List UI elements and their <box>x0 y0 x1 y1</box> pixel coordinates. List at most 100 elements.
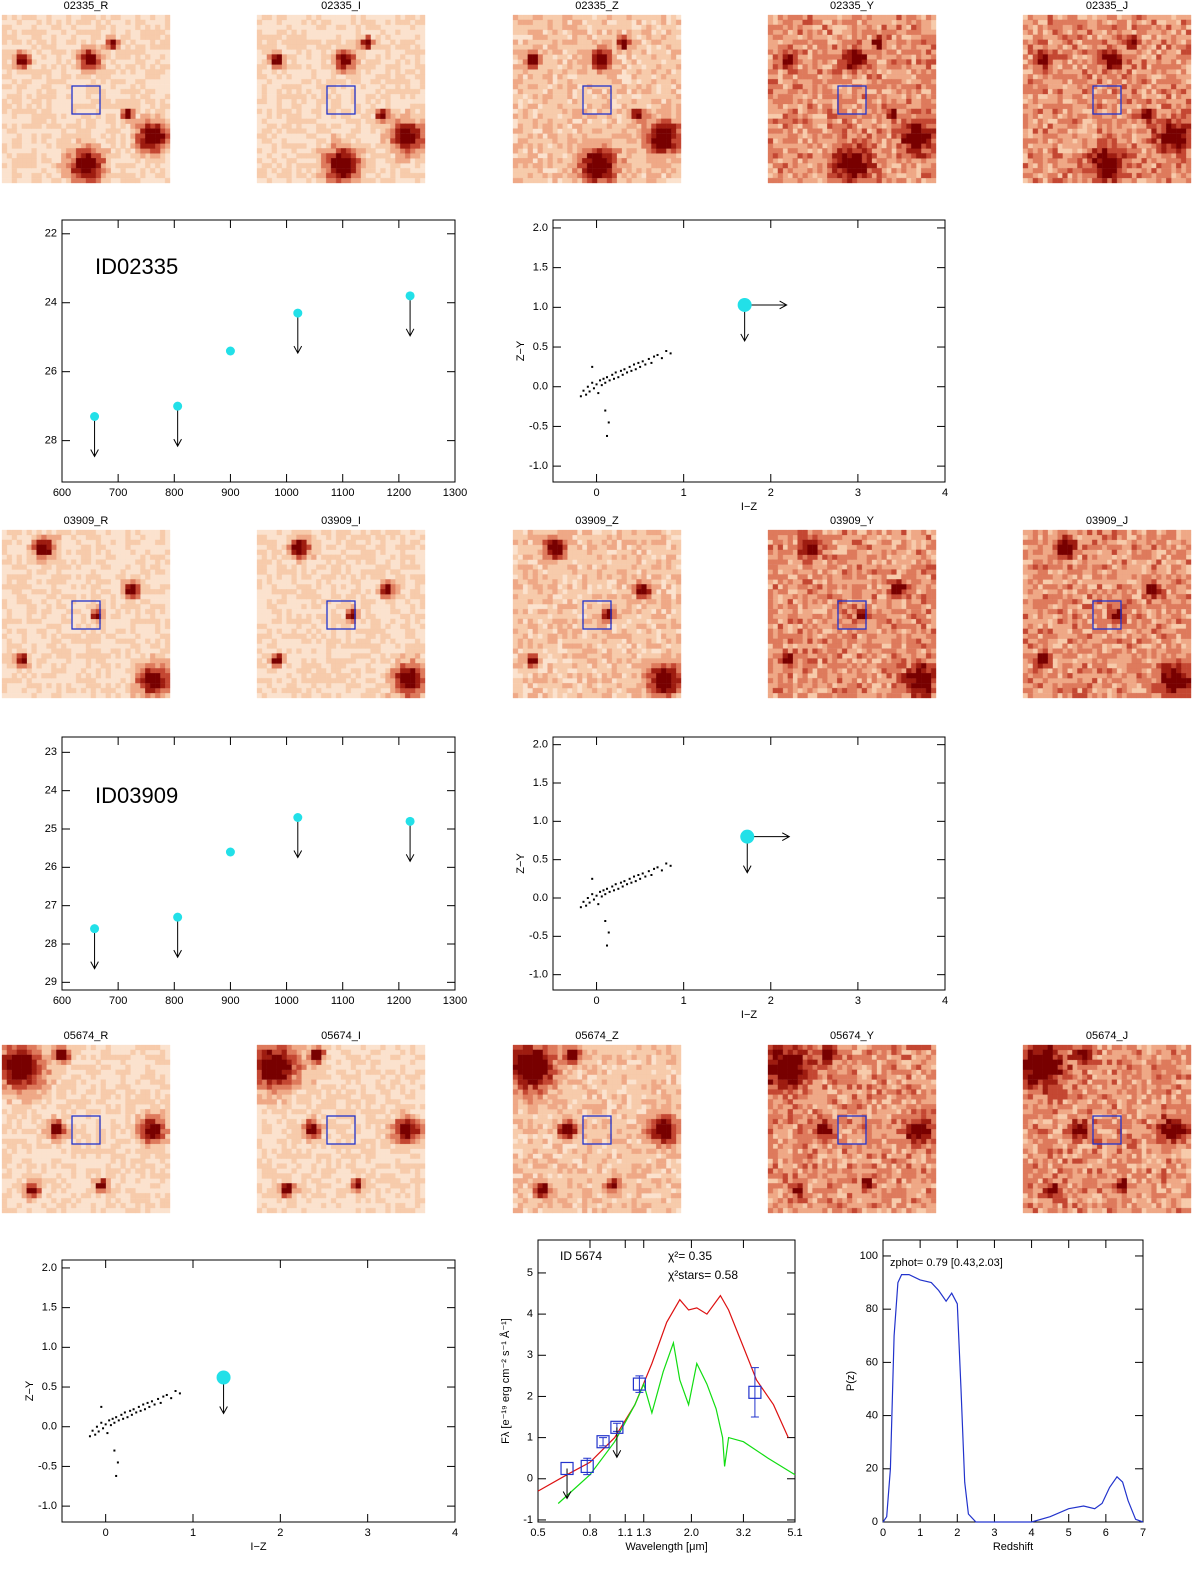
x-tick-label: 2 <box>954 1527 960 1539</box>
star-point <box>123 1411 126 1414</box>
x-tick-label: 5.1 <box>787 1527 802 1539</box>
x-tick-label: 700 <box>109 487 127 499</box>
aperture-box <box>582 600 612 630</box>
star-point <box>135 1411 138 1414</box>
star-point <box>604 381 607 384</box>
limit-arrow <box>293 817 303 859</box>
y-tick-label: -1.0 <box>529 460 548 472</box>
star-point <box>122 1417 125 1420</box>
stamp-pixels <box>512 1049 672 1194</box>
star-point <box>669 352 672 355</box>
y-tick-label: 1.5 <box>42 1302 57 1314</box>
y-tick-label: 80 <box>866 1303 878 1315</box>
stamp-pixels <box>1037 539 1192 694</box>
star-point <box>623 880 626 883</box>
stamp-pixels <box>261 1049 411 1194</box>
y-tick-label: 23 <box>45 746 57 758</box>
stamp-title: 02335_I <box>321 0 361 12</box>
star-point <box>600 895 603 898</box>
star-point <box>109 1424 112 1427</box>
source-point <box>90 924 100 934</box>
star-point <box>614 883 617 886</box>
observed-flux <box>580 1459 594 1474</box>
star-point <box>597 392 600 395</box>
star-point <box>591 365 594 368</box>
star-point <box>641 360 644 363</box>
star-point <box>653 867 656 870</box>
star-point <box>600 384 603 387</box>
star-point <box>95 1425 98 1428</box>
x-tick-label: 1.3 <box>636 1527 651 1539</box>
star-point <box>626 371 629 374</box>
x-tick-label: 0.8 <box>582 1527 597 1539</box>
stamp-title: 03909_J <box>1086 515 1128 527</box>
star-point <box>619 881 622 884</box>
star-point <box>623 368 626 371</box>
star-point <box>630 369 633 372</box>
y-tick-label: 0.0 <box>42 1421 57 1433</box>
stamp-pixels <box>782 544 932 694</box>
star-point <box>178 1392 181 1395</box>
x-tick-label: 4 <box>942 487 948 499</box>
x-tick-label: 0 <box>593 995 599 1007</box>
star-point <box>115 1416 118 1419</box>
y-tick-label: -1 <box>523 1514 533 1526</box>
limit-arrow <box>173 917 182 959</box>
stamp-title: 03909_Z <box>575 515 619 527</box>
x-tick-label: 1100 <box>331 487 355 499</box>
star-point <box>637 874 640 876</box>
star-point <box>621 885 624 888</box>
star-point <box>626 883 629 886</box>
star-point <box>639 365 642 368</box>
stamp-pixels <box>1 529 171 699</box>
y-tick-label: 2.0 <box>533 222 548 234</box>
y-tick-label: 1 <box>527 1432 533 1444</box>
stamp-pixels <box>527 39 672 179</box>
star-point <box>585 904 588 907</box>
y-tick-label: 2.0 <box>533 739 548 751</box>
star-point <box>165 1393 168 1396</box>
star-point <box>656 866 659 869</box>
stamp-title: 02335_R <box>64 0 109 12</box>
star-point <box>606 434 609 437</box>
aperture-box <box>71 85 101 115</box>
star-point <box>592 387 595 390</box>
star-point <box>579 906 582 909</box>
y-tick-label: 25 <box>45 823 57 835</box>
star-point <box>639 877 642 880</box>
star-point <box>143 1408 146 1411</box>
star-point <box>97 1430 100 1433</box>
source-point <box>405 291 415 301</box>
x-tick-label: 3 <box>855 487 861 499</box>
stamp-pixels <box>21 544 161 689</box>
star-point <box>591 381 594 384</box>
stamp-title: 03909_R <box>64 515 109 527</box>
stamp-pixels <box>6 1049 161 1194</box>
x-tick-label: 5 <box>1066 1527 1072 1539</box>
x-tick-label: 1 <box>917 1527 923 1539</box>
plot-frame <box>537 1239 796 1523</box>
star-point <box>604 893 607 896</box>
aperture-box <box>1092 85 1122 115</box>
y-tick-label: 0 <box>872 1516 878 1528</box>
x-tick-label: 900 <box>221 995 239 1007</box>
star-point <box>91 1429 94 1432</box>
stamp-title: 05674_Z <box>575 1030 619 1042</box>
stamp-title: 03909_I <box>321 515 361 527</box>
y-axis-label: Fλ [e⁻¹⁹ erg cm⁻² s⁻¹ Å⁻¹] <box>499 1318 512 1444</box>
star-point <box>647 357 650 360</box>
y-tick-label: 1.0 <box>533 301 548 313</box>
star-point <box>157 1397 160 1400</box>
plot-frame <box>61 1259 456 1523</box>
x-tick-label: 600 <box>53 995 71 1007</box>
star-point <box>595 383 598 386</box>
star-point <box>669 864 672 867</box>
x-tick-label: 7 <box>1140 1527 1146 1539</box>
star-point <box>630 881 633 884</box>
x-tick-label: 1.1 <box>618 1527 633 1539</box>
limit-arrow <box>173 406 182 448</box>
stamp-pixels <box>1022 1044 1187 1194</box>
stamp-pixels <box>16 39 166 174</box>
x-tick-label: 0 <box>593 487 599 499</box>
star-point <box>106 1432 109 1435</box>
